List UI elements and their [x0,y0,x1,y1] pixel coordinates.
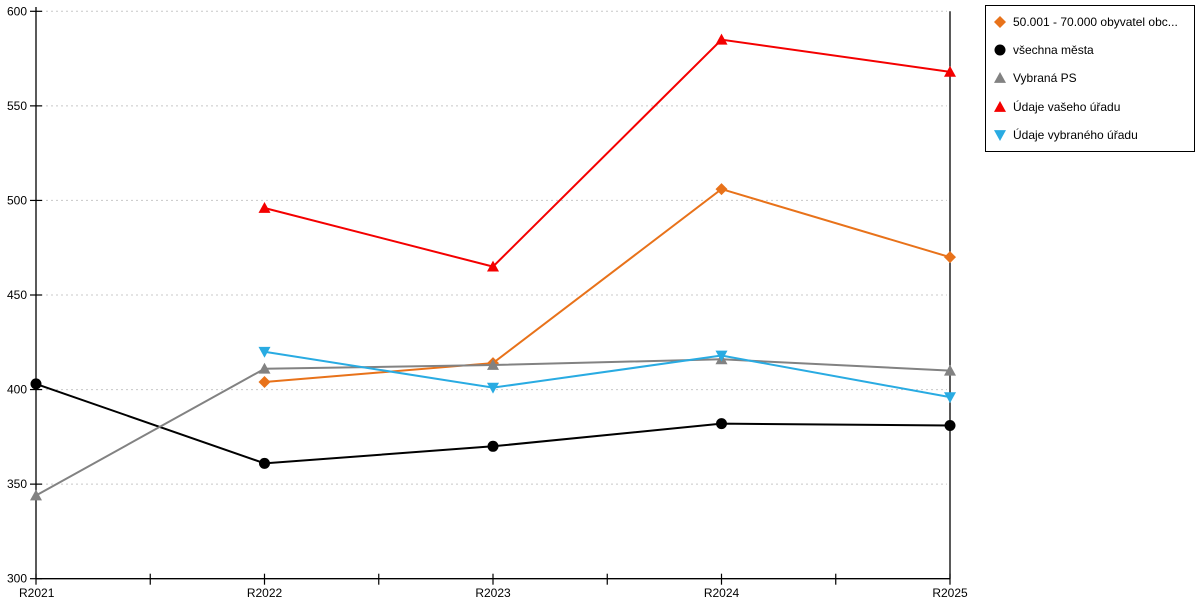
data-point[interactable] [944,364,956,376]
circle-icon [994,44,1006,56]
y-tick-label: 350 [7,477,27,491]
series-line [264,38,951,268]
y-tick-label: 550 [7,99,27,113]
y-tick-label: 450 [7,288,27,302]
y-tick-label: 600 [7,4,27,18]
data-point[interactable] [715,33,728,45]
triangle-up-icon [994,100,1006,112]
triangle-up-icon [994,72,1006,84]
legend-item[interactable]: Údaje vybraného úřadu [993,128,1194,142]
legend-item-label: všechna města [1013,43,1094,58]
data-point[interactable] [944,65,956,77]
data-point[interactable] [716,418,727,430]
line-chart: 300 350 400 450 500 550 600 R2021 R2022 R2023 R202… [7,4,968,600]
data-point[interactable] [30,378,42,390]
legend-item[interactable]: 50.001 - 70.000 obyvatel obc... [993,15,1194,29]
x-tick-label: R2024 [704,586,740,600]
series-line [35,358,951,497]
legend-item[interactable]: všechna města [993,43,1194,57]
data-point[interactable] [487,358,499,370]
legend-item-label: 50.001 - 70.000 obyvatel obc... [1013,15,1178,30]
y-tick-label: 400 [7,383,27,397]
data-point[interactable] [258,201,271,213]
data-point[interactable] [487,260,499,272]
series-4 [258,346,956,404]
data-point[interactable] [258,362,271,374]
legend-item[interactable]: Vybraná PS [993,71,1194,85]
data-point[interactable] [944,251,956,264]
data-point[interactable] [259,457,270,469]
data-point[interactable] [487,440,499,452]
data-point[interactable] [258,376,271,389]
legend-item[interactable]: Údaje vašeho úřadu [993,100,1194,114]
legend-item-label: Údaje vybraného úřadu [1013,127,1138,142]
data-point[interactable] [715,183,728,196]
data-point[interactable] [944,392,956,404]
series-1 [30,378,956,469]
y-tick-label: 500 [7,193,27,207]
y-tick-label: 300 [7,572,27,586]
series-3 [258,33,956,272]
x-tick-label: R2022 [247,586,283,600]
series-0 [258,183,956,389]
series-line [264,350,951,399]
data-point[interactable] [258,346,271,358]
series-line [264,187,951,383]
data-point[interactable] [944,420,956,432]
data-point[interactable] [30,489,42,501]
triangle-down-icon [994,129,1006,141]
x-tick-label: R2021 [19,586,55,600]
x-tick-label: R2025 [932,586,968,600]
data-point[interactable] [487,382,499,394]
legend: 50.001 - 70.000 obyvatel obc... všechna m… [985,5,1195,152]
data-point[interactable] [715,350,728,362]
legend-item-label: Vybraná PS [1013,71,1077,86]
diamond-icon [994,16,1006,29]
legend-item-label: Údaje vašeho úřadu [1013,99,1121,114]
x-tick-label: R2023 [475,586,511,600]
series-2 [30,353,956,501]
